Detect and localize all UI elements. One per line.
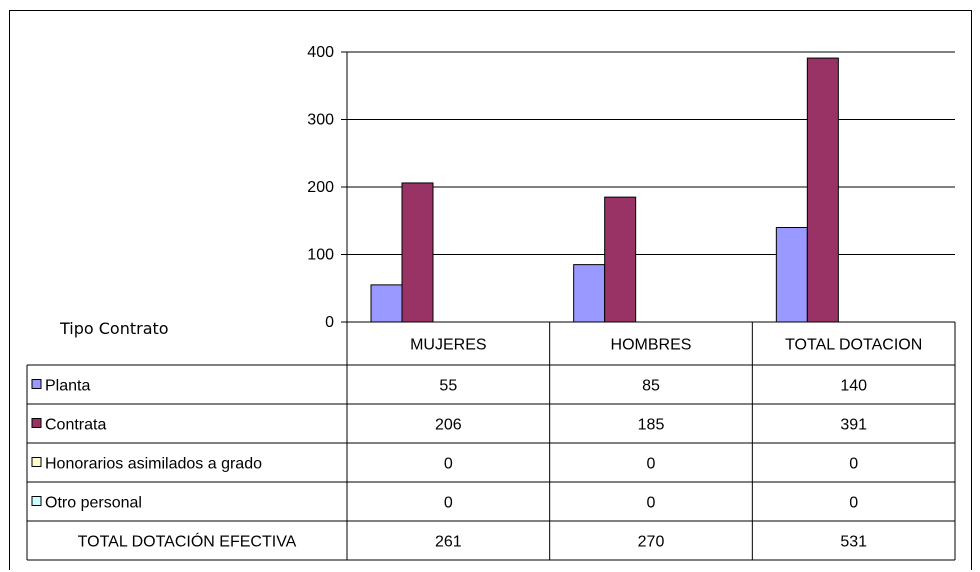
category-label: HOMBRES [611,337,692,354]
data-cell: 0 [849,456,858,473]
chart-frame [9,10,972,570]
category-label: MUJERES [410,337,486,354]
data-cell: 0 [647,456,656,473]
total-row-label: TOTAL DOTACIÓN EFECTIVA [78,532,297,551]
legend-swatch [31,418,42,428]
data-cell: 0 [444,456,453,473]
y-tick-label: 400 [307,44,334,61]
bar [573,264,606,323]
bar [401,182,434,323]
series-label: Planta [45,378,90,395]
category-label: TOTAL DOTACION [785,337,922,354]
data-cell: 85 [642,378,660,395]
legend-swatch [31,379,42,389]
y-tick-label: 300 [307,112,334,129]
data-cell: 185 [638,417,665,434]
data-cell: 206 [435,417,462,434]
series-label: Honorarios asimilados a grado [45,456,262,473]
bar [775,227,808,323]
y-tick-label: 100 [307,247,334,264]
bar [604,196,637,323]
series-label: Contrata [45,417,106,434]
bar [370,284,403,323]
data-cell: 391 [840,417,867,434]
data-cell: 0 [444,495,453,512]
row-header-label: Tipo Contrato [59,319,169,338]
data-cell: 55 [439,378,457,395]
data-cell: 140 [840,378,867,395]
total-cell: 270 [638,534,665,551]
total-cell: 261 [435,534,462,551]
series-label: Otro personal [45,495,142,512]
legend-swatch [31,496,42,506]
data-cell: 0 [849,495,858,512]
y-tick-label: 0 [325,314,334,331]
y-tick-label: 200 [307,179,334,196]
data-cell: 0 [647,495,656,512]
bar [806,57,839,323]
legend-swatch [31,457,42,467]
total-cell: 531 [840,534,867,551]
